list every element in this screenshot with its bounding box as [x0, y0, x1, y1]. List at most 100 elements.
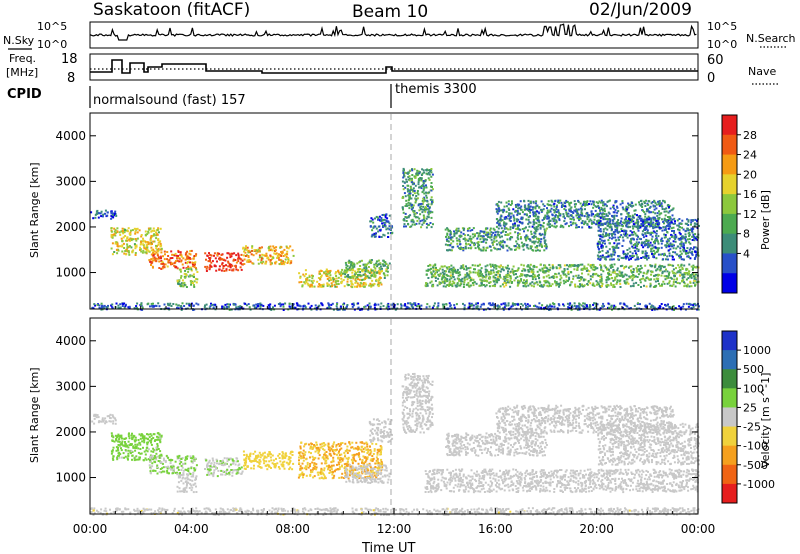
echo-cell — [541, 224, 544, 227]
echo-cell — [694, 256, 697, 259]
echo-cell — [643, 284, 645, 287]
echo-cell — [363, 282, 366, 285]
echo-cell — [346, 305, 348, 308]
echo-cell — [356, 262, 359, 265]
echo-cell — [683, 285, 686, 288]
echo-cell — [612, 223, 615, 226]
echo-cell — [264, 262, 267, 265]
echo-cell — [495, 208, 498, 211]
echo-cell — [533, 226, 536, 229]
echo-cell — [364, 275, 367, 278]
echo-cell — [562, 205, 565, 207]
echo-cell — [189, 261, 191, 264]
echo-cell — [418, 186, 421, 189]
echo-cell — [631, 256, 634, 259]
echo-cell — [450, 267, 453, 270]
echo-cell — [534, 231, 537, 234]
echo-cell — [240, 258, 242, 261]
echo-cell — [328, 283, 331, 286]
echo-cell — [599, 216, 602, 219]
echo-cell — [588, 220, 591, 223]
echo-cell — [425, 186, 428, 189]
echo-cell — [668, 271, 671, 274]
echo-cell — [509, 279, 512, 282]
echo-cell — [559, 225, 562, 228]
echo-cell — [311, 281, 314, 284]
echo-cell — [470, 277, 473, 280]
echo-cell — [415, 172, 418, 175]
echo-cell — [581, 272, 583, 275]
echo-cell — [521, 273, 524, 276]
echo-cell — [616, 242, 619, 245]
echo-cell — [377, 280, 380, 283]
echo-cell — [153, 253, 156, 255]
echo-cell — [508, 219, 511, 222]
echo-cell — [626, 212, 629, 215]
echo-cell — [276, 257, 279, 259]
echo-cell — [402, 208, 404, 211]
echo-cell — [206, 265, 209, 268]
echo-cell — [600, 268, 603, 271]
echo-cell — [497, 272, 500, 275]
echo-cell — [566, 302, 569, 305]
echo-cell — [598, 222, 601, 224]
echo-cell — [608, 232, 611, 235]
echo-cell — [599, 238, 602, 241]
echo-cell — [572, 275, 575, 278]
echo-cell — [511, 236, 514, 239]
echo-cell — [618, 242, 621, 245]
echo-cell — [512, 272, 515, 275]
echo-cell — [659, 265, 662, 268]
echo-cell — [625, 233, 627, 236]
echo-cell — [570, 271, 572, 274]
echo-cell — [650, 278, 652, 281]
echo-cell — [125, 248, 128, 251]
echo-cell — [381, 263, 384, 266]
echo-cell — [275, 260, 278, 263]
echo-cell — [460, 280, 462, 283]
echo-cell — [458, 238, 461, 241]
echo-cell — [528, 221, 531, 224]
echo-cell — [163, 263, 165, 266]
echo-cell — [619, 265, 622, 268]
echo-cell — [157, 227, 160, 230]
echo-cell — [414, 176, 417, 179]
echo-cell — [157, 231, 160, 234]
echo-cell — [605, 205, 608, 208]
echo-cell — [651, 271, 654, 274]
echo-cell — [466, 267, 468, 270]
echo-cell — [187, 270, 190, 273]
echo-cell — [160, 251, 163, 254]
echo-cell — [642, 256, 645, 259]
echo-cell — [430, 276, 433, 279]
echo-cell — [312, 279, 315, 282]
echo-cell — [401, 206, 404, 209]
echo-cell — [130, 229, 132, 232]
echo-cell — [591, 200, 594, 203]
echo-cell — [522, 264, 525, 267]
echo-cell — [373, 234, 376, 236]
echo-cell — [240, 253, 243, 256]
echo-cell — [659, 267, 662, 270]
echo-cell — [654, 201, 657, 204]
echo-cell — [477, 275, 480, 278]
echo-cell — [573, 265, 576, 268]
echo-cell — [537, 241, 540, 244]
echo-cell — [679, 238, 682, 241]
echo-cell — [586, 267, 588, 270]
echo-cell — [613, 217, 616, 220]
echo-cell — [655, 250, 658, 253]
echo-cell — [626, 305, 629, 308]
echo-cell — [441, 268, 444, 271]
echo-cell — [678, 231, 681, 234]
echo-cell — [621, 306, 624, 309]
echo-cell — [483, 279, 486, 282]
echo-cell — [505, 284, 508, 287]
echo-cell — [422, 200, 425, 203]
echo-cell — [519, 212, 521, 215]
echo-cell — [349, 261, 352, 264]
echo-cell — [204, 252, 207, 255]
echo-cell — [189, 280, 192, 283]
echo-cell — [382, 233, 385, 236]
echo-cell — [147, 250, 150, 253]
